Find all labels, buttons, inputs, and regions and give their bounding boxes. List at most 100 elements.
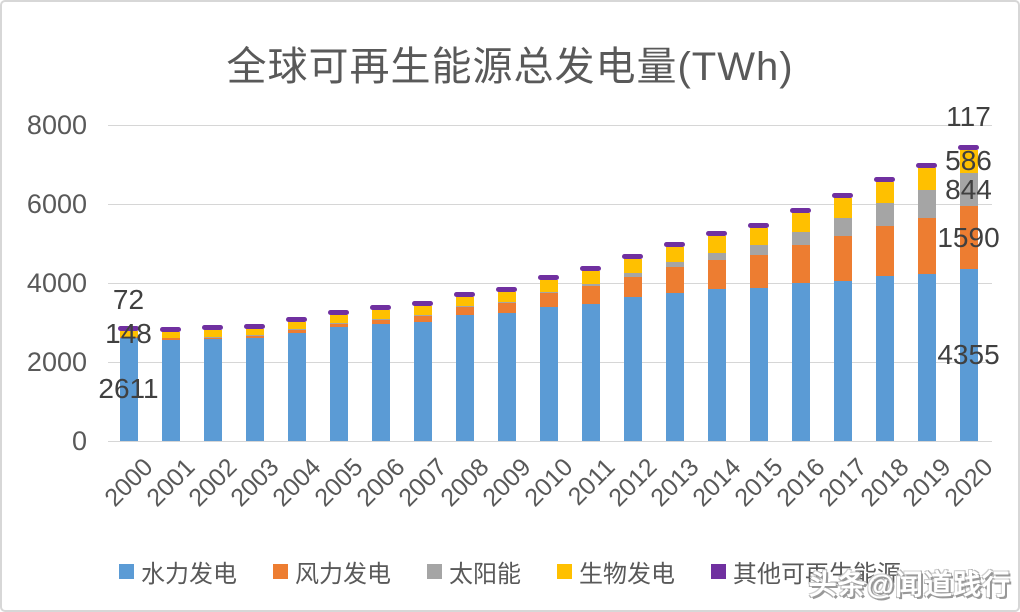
bar-segment-2012	[623, 272, 642, 277]
bar-segment-2020	[959, 206, 978, 269]
plot-area	[108, 124, 992, 442]
bar-segment-2009	[496, 286, 517, 292]
legend-swatch-icon	[711, 564, 726, 579]
bar-segment-2002	[203, 330, 222, 337]
bar-segment-2015	[749, 288, 768, 441]
data-label-2020-4355: 4355	[937, 338, 1000, 370]
bar-segment-2002	[202, 325, 223, 331]
bar-segment-2009	[497, 291, 516, 302]
legend-swatch-icon	[119, 564, 134, 579]
bar-segment-2007	[413, 321, 432, 441]
bar-segment-2008	[455, 306, 474, 316]
bar-segment-2019	[917, 218, 936, 275]
bar-segment-2009	[497, 301, 516, 303]
bar-segment-2017	[833, 235, 852, 281]
bar-segment-2011	[581, 303, 600, 441]
bar-segment-2020	[959, 268, 978, 441]
bar-segment-2001	[161, 332, 180, 339]
bar-segment-2018	[874, 176, 895, 182]
bar-segment-2010	[539, 280, 558, 292]
bar-segment-2002	[203, 336, 222, 339]
y-axis-tick-label: 2000	[26, 347, 87, 377]
y-axis-tick-label: 8000	[26, 110, 87, 140]
bar-segment-2008	[455, 296, 474, 307]
bar-segment-2012	[623, 276, 642, 298]
bar-segment-2004	[287, 332, 306, 441]
bar-segment-2017	[833, 198, 852, 219]
bar-segment-2017	[832, 193, 853, 199]
bar-segment-2016	[791, 245, 810, 283]
bar-segment-2006	[371, 324, 390, 441]
bar-segment-2014	[707, 235, 726, 253]
bar-segment-2008	[455, 315, 474, 441]
bar-segment-2014	[707, 260, 726, 289]
bar-segment-2019	[917, 167, 936, 191]
bar-segment-2000	[118, 325, 139, 331]
legend-item: 生物发电	[557, 554, 675, 589]
bar-segment-2000	[119, 337, 138, 441]
bar-segment-2004	[287, 329, 306, 333]
bar-segment-2018	[875, 181, 894, 204]
bar-segment-2011	[581, 283, 600, 287]
bar-segment-2004	[286, 317, 307, 323]
bar-segment-2006	[371, 318, 390, 325]
chart-title: 全球可再生能源总发电量(TWh)	[226, 45, 794, 89]
bar-segment-2015	[749, 245, 768, 256]
bar-segment-2010	[538, 275, 559, 281]
bar-segment-2000	[119, 336, 138, 338]
y-axis-tick-label: 6000	[26, 189, 87, 219]
data-label-2000-2611: 2611	[98, 373, 159, 405]
bar-segment-2016	[791, 213, 810, 233]
bar-segment-2005	[328, 310, 349, 316]
legend-label: 生物发电	[579, 561, 675, 588]
bar-segment-2016	[791, 283, 810, 441]
bar-segment-2015	[749, 227, 768, 246]
data-label-2020-117: 117	[946, 101, 991, 133]
bar-segment-2019	[917, 274, 936, 441]
bar-segment-2001	[160, 327, 181, 333]
legend-item: 其他可再生能源	[711, 554, 901, 589]
bar-segment-2003	[245, 337, 264, 441]
bar-segment-2013	[665, 267, 684, 293]
bar-segment-2009	[497, 313, 516, 441]
x-axis-tick-label: 2020	[939, 453, 999, 513]
bar-segment-2018	[875, 225, 894, 276]
bar-segment-2012	[623, 258, 642, 273]
bar-segment-2006	[370, 305, 391, 311]
y-axis-tick-label: 4000	[26, 268, 87, 298]
bar-segment-2014	[707, 288, 726, 441]
data-label-2020-586: 586	[945, 145, 992, 177]
bar-segment-2011	[580, 266, 601, 272]
bar-segment-2003	[245, 328, 264, 336]
bar-segment-2009	[497, 302, 516, 314]
bar-segment-2017	[833, 280, 852, 441]
bar-segment-2013	[665, 246, 684, 263]
legend-item: 风力发电	[273, 554, 391, 589]
bar-segment-2000	[119, 330, 138, 337]
legend-label: 水力发电	[141, 561, 237, 588]
bar-segment-2008	[454, 291, 475, 297]
legend-item: 太阳能	[427, 554, 521, 589]
bar-segment-2019	[916, 162, 937, 168]
bar-segment-2016	[790, 208, 811, 214]
legend-swatch-icon	[557, 564, 572, 579]
legend-swatch-icon	[273, 564, 288, 579]
bar-segment-2003	[245, 335, 264, 338]
bar-segment-2015	[749, 255, 768, 289]
bar-segment-2010	[539, 293, 558, 307]
gridline	[108, 440, 992, 442]
bar-segment-2007	[413, 315, 432, 322]
bar-segment-2013	[665, 262, 684, 268]
data-label-2020-1590: 1590	[937, 221, 1000, 253]
gridline	[108, 124, 992, 126]
bar-segment-2014	[706, 230, 727, 236]
data-label-2020-844: 844	[945, 173, 992, 205]
bar-segment-2020	[958, 144, 979, 150]
legend-label: 太阳能	[449, 561, 521, 588]
gridline	[108, 203, 992, 205]
watermark: 头条@闻道践行	[808, 569, 1011, 600]
bar-segment-2007	[412, 300, 433, 306]
legend-swatch-icon	[427, 564, 442, 579]
legend-label: 风力发电	[295, 561, 391, 588]
bar-segment-2018	[875, 203, 894, 226]
